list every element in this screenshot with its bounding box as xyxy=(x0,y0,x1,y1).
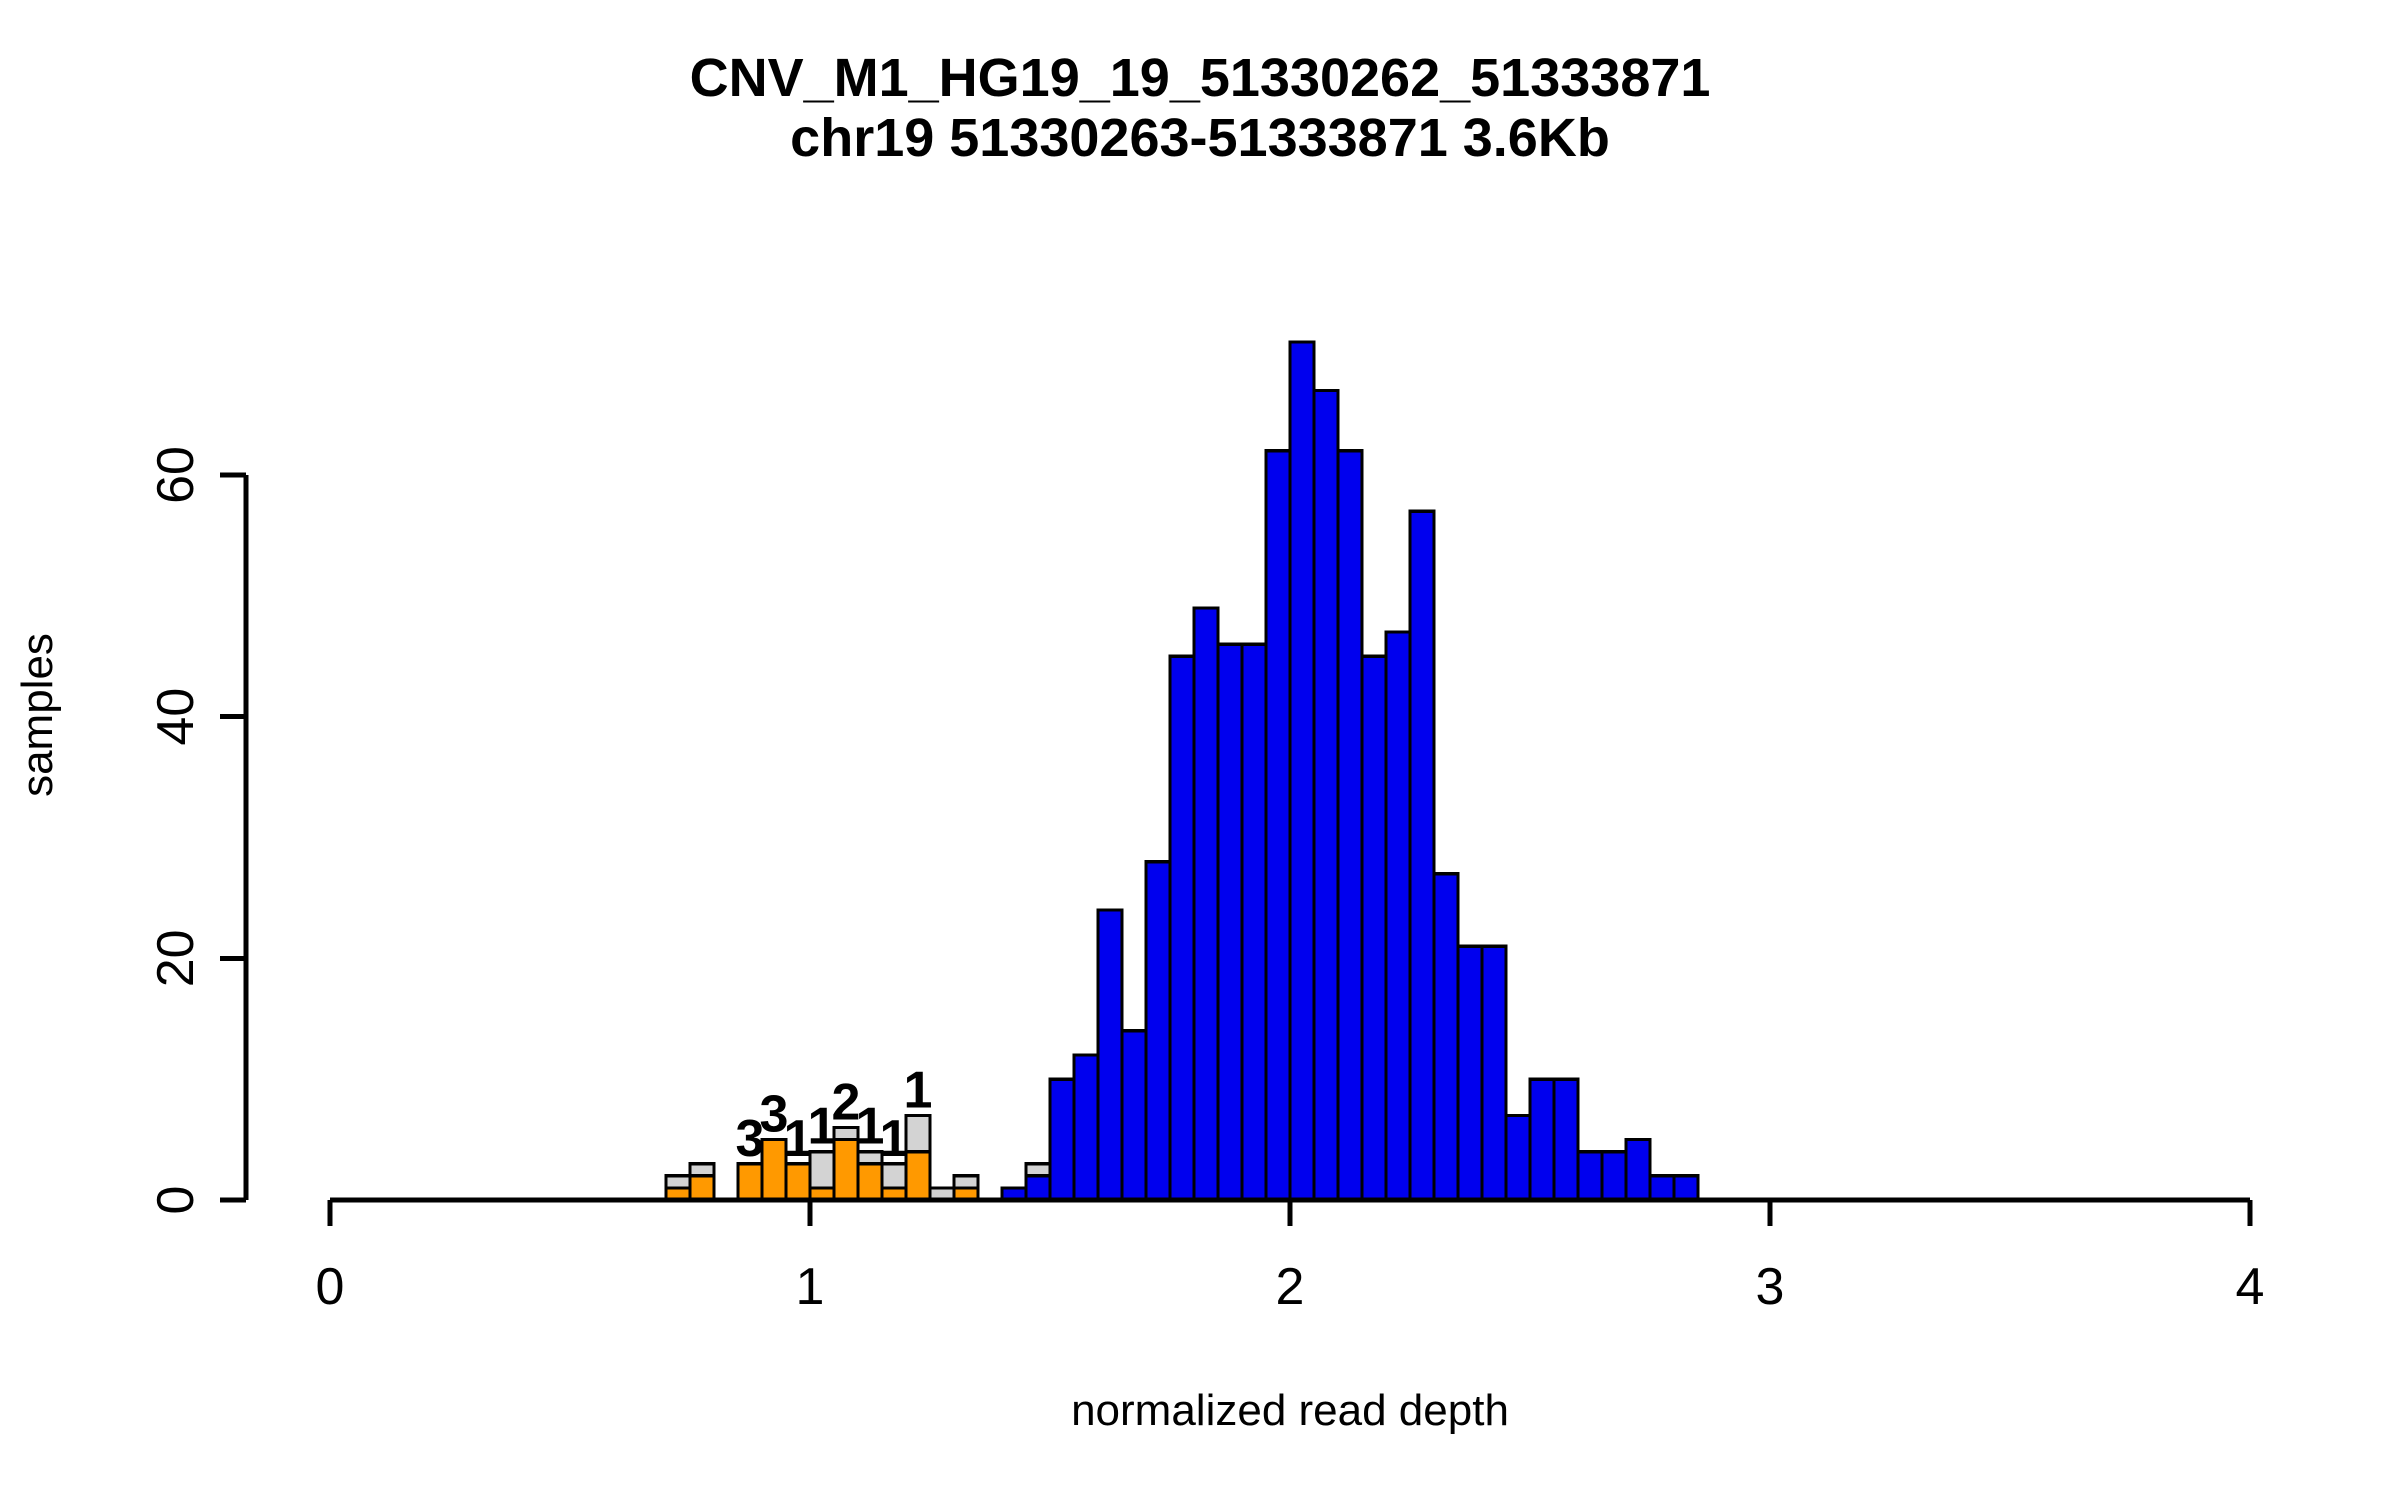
x-tick-label: 1 xyxy=(796,1258,825,1316)
x-tick-label: 0 xyxy=(316,1258,345,1316)
y-axis-label: samples xyxy=(13,633,62,797)
histogram-bar xyxy=(1552,1077,1580,1202)
bars-orange-candidate xyxy=(664,1137,980,1202)
histogram-bar xyxy=(736,1162,764,1202)
histogram-bar xyxy=(688,1174,716,1202)
histogram-bar xyxy=(1288,340,1316,1202)
histogram-bar xyxy=(1024,1174,1052,1202)
bar-count-label: 3 xyxy=(736,1110,765,1168)
histogram-bar xyxy=(904,1150,932,1202)
histogram-bar xyxy=(1096,908,1124,1202)
histogram-bar xyxy=(1120,1029,1148,1202)
histogram-bar xyxy=(1264,449,1292,1202)
x-tick-label: 4 xyxy=(2236,1258,2265,1316)
y-tick-label: 0 xyxy=(147,1186,205,1215)
bar-count-label: 1 xyxy=(856,1098,885,1156)
histogram-bar xyxy=(1408,509,1436,1202)
x-axis-label: normalized read depth xyxy=(1071,1386,1509,1435)
bar-count-label: 2 xyxy=(832,1074,861,1132)
title-line-1: CNV_M1_HG19_19_51330262_51333871 xyxy=(689,48,1711,108)
histogram-bar xyxy=(1072,1053,1100,1202)
histogram-bar xyxy=(1576,1150,1604,1202)
histogram-bar xyxy=(1600,1150,1628,1202)
bars-blue-reference xyxy=(1000,340,1700,1202)
histogram-bar xyxy=(1432,872,1460,1202)
histogram-bar xyxy=(1144,860,1172,1202)
histogram-bar xyxy=(1336,449,1364,1202)
x-axis: 0 1 2 3 4 xyxy=(316,1197,2265,1316)
y-tick-label: 40 xyxy=(147,688,205,746)
histogram-bar xyxy=(784,1162,812,1202)
bar-count-label: 1 xyxy=(784,1110,813,1168)
histogram-bar xyxy=(1312,388,1340,1202)
bar-count-label: 1 xyxy=(808,1098,837,1156)
title-line-2: chr19 51330263-51333871 3.6Kb xyxy=(790,108,1610,169)
histogram-bar xyxy=(1480,944,1508,1202)
histogram-bar xyxy=(1528,1077,1556,1202)
histogram-bar xyxy=(856,1162,884,1202)
histogram-bar xyxy=(760,1137,788,1202)
histogram-bar xyxy=(1192,606,1220,1202)
bar-count-label: 1 xyxy=(904,1061,933,1119)
y-axis: 0 20 40 60 xyxy=(147,446,249,1215)
histogram-bar xyxy=(1240,642,1268,1202)
chart-title: CNV_M1_HG19_19_51330262_51333871 chr19 5… xyxy=(0,48,2400,169)
y-tick-label: 20 xyxy=(147,929,205,987)
histogram-bar xyxy=(1504,1113,1532,1202)
histogram-bar xyxy=(1360,654,1388,1202)
histogram-bar xyxy=(1672,1174,1700,1202)
x-tick-label: 2 xyxy=(1276,1258,1305,1316)
histogram-bar xyxy=(1048,1077,1076,1202)
histogram-bar xyxy=(832,1137,860,1202)
histogram-bar xyxy=(1168,654,1196,1202)
histogram-bar xyxy=(1648,1174,1676,1202)
histogram-bar xyxy=(1384,630,1412,1202)
bar-count-label: 3 xyxy=(760,1086,789,1144)
bar-count-label: 1 xyxy=(880,1110,909,1168)
histogram-bar xyxy=(1216,642,1244,1202)
histogram-bar xyxy=(1456,944,1484,1202)
x-tick-label: 3 xyxy=(1756,1258,1785,1316)
histogram-bar xyxy=(1624,1137,1652,1202)
y-tick-label: 60 xyxy=(147,446,205,504)
